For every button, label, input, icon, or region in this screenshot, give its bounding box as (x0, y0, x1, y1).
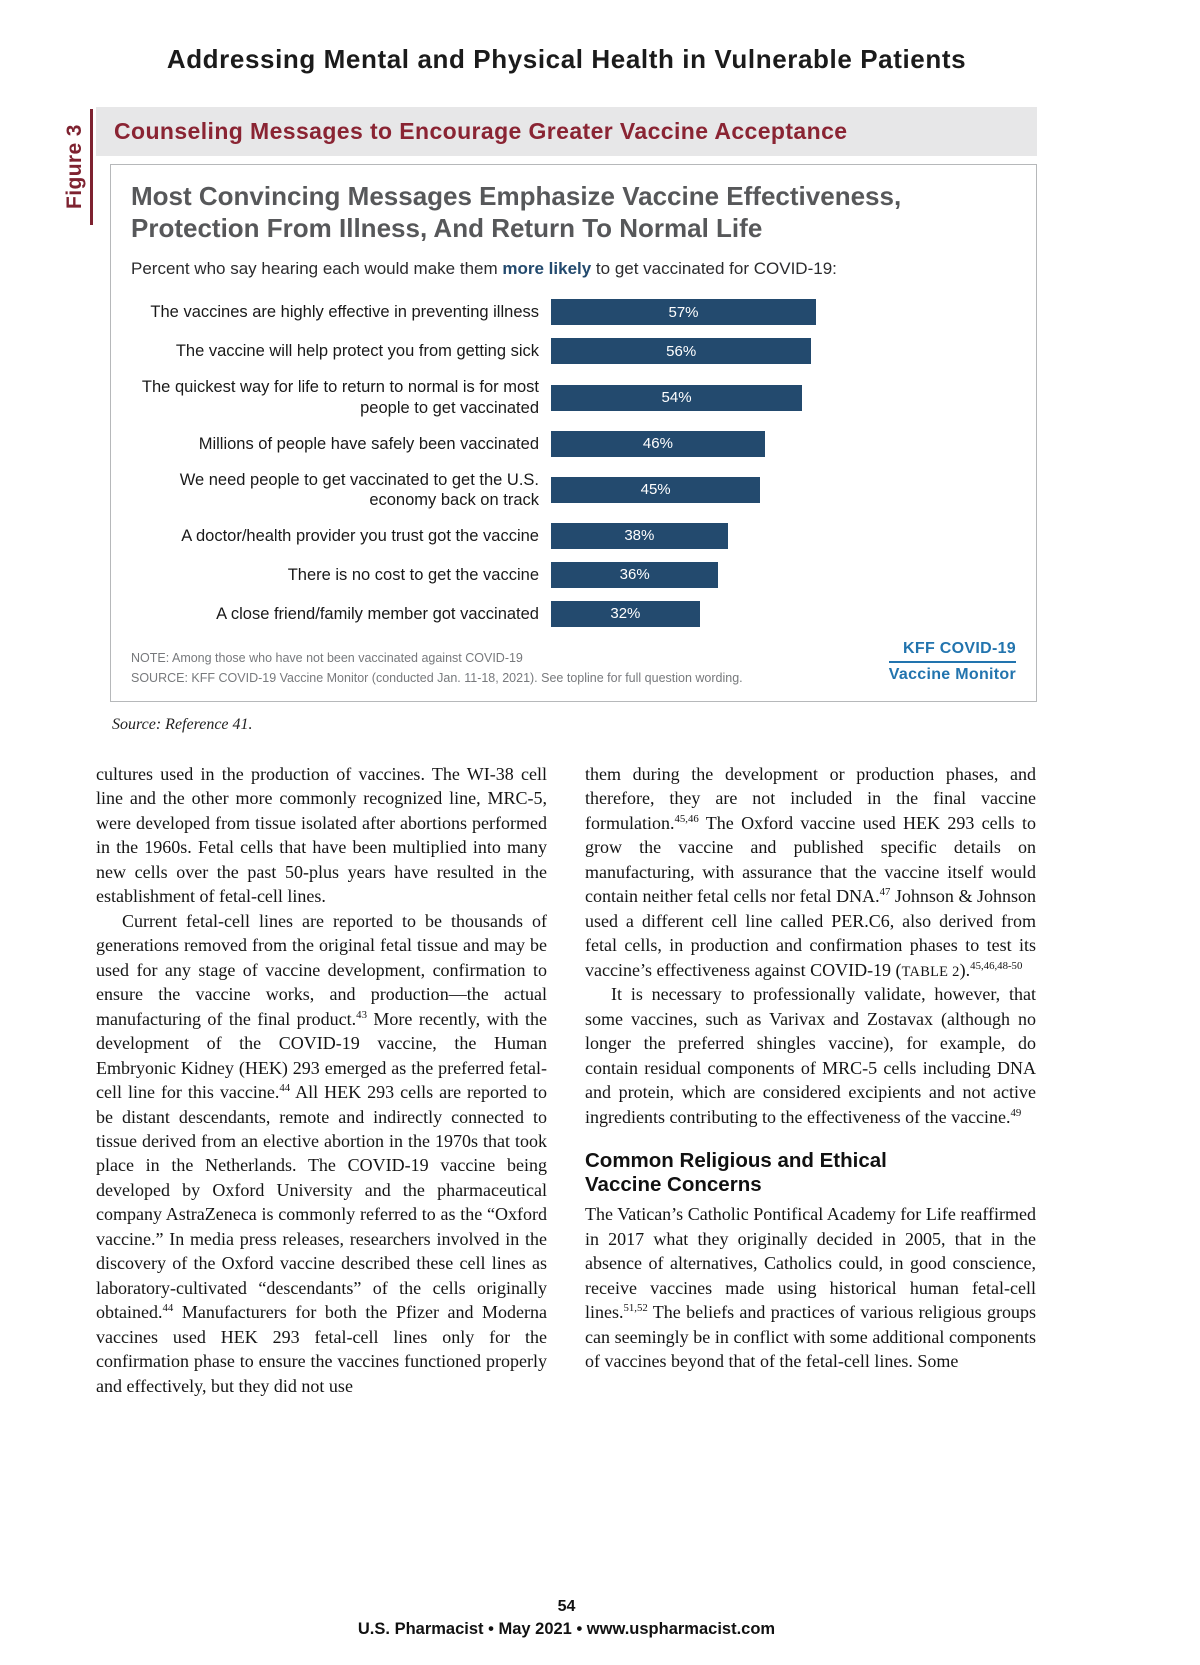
chart-title-line: Protection From Illness, And Return To N… (131, 212, 763, 243)
bar-category-label: Millions of people have safely been vacc… (198, 434, 539, 453)
bar-value-label: 38% (624, 527, 655, 545)
bar-category-label: We need people to get vaccinated to get … (179, 470, 539, 509)
figure-side-column: Figure 3 (59, 107, 96, 734)
reference-superscript: 51,52 (623, 1302, 648, 1315)
figure-3: Figure 3 Counseling Messages to Encourag… (59, 107, 1037, 734)
chart-subtitle-emphasis: more likely (502, 259, 592, 279)
bar-value-label: 46% (642, 435, 673, 453)
chart-subtitle: Percent who say hearing each would make … (131, 259, 1016, 279)
chart-title: Most Convincing Messages Emphasize Vacci… (131, 181, 1016, 244)
figure-banner-title: Counseling Messages to Encourage Greater… (96, 107, 1037, 156)
reference-superscript: 45,46 (674, 812, 699, 825)
paragraph: cultures used in the production of vacci… (96, 763, 547, 907)
small-caps-text: TABLE 2 (901, 963, 960, 980)
bar-category-label: A doctor/health provider you trust got t… (181, 526, 539, 545)
reference-superscript: 43 (356, 1008, 367, 1021)
reference-superscript: 44 (162, 1302, 174, 1315)
kff-logo-line1: KFF COVID-19 (903, 639, 1016, 657)
bar: 32% (551, 600, 700, 627)
chart-source: SOURCE: KFF COVID-19 Vaccine Monitor (co… (131, 670, 743, 685)
bar: 36% (551, 561, 719, 588)
bar-category-label: The vaccines are highly effective in pre… (150, 303, 539, 322)
bar-track: 54% (551, 384, 1016, 411)
bar-track: 36% (551, 561, 1016, 588)
kff-logo-line2: Vaccine Monitor (888, 660, 1016, 684)
reference-superscript: 45,46,48-50 (970, 959, 1023, 972)
bar-track: 46% (551, 430, 1016, 457)
chart-row: Millions of people have safely been vacc… (131, 430, 1016, 457)
bar-track: 56% (551, 338, 1016, 365)
bar-value-label: 36% (619, 566, 650, 584)
paragraph: The Vatican’s Catholic Pontifical Academ… (585, 1204, 1036, 1372)
chart-row: There is no cost to get the vaccine 36% (131, 561, 1016, 588)
chart-subtitle-prefix: Percent who say hearing each would make … (131, 259, 503, 279)
reference-superscript: 47 (879, 886, 891, 899)
paragraph: them during the development or productio… (585, 763, 1036, 980)
reference-superscript: 49 (1010, 1106, 1022, 1119)
page-number: 54 (557, 1598, 576, 1615)
page-title: Addressing Mental and Physical Health in… (166, 44, 967, 74)
bar-value-label: 32% (610, 605, 641, 623)
page-footer: 54 U.S. Pharmacist • May 2021 • www.usph… (96, 1598, 1037, 1639)
chart-row: The quickest way for life to return to n… (131, 377, 1016, 417)
chart-row: The vaccines are highly effective in pre… (131, 299, 1016, 326)
bar-value-label: 45% (640, 481, 671, 499)
bar-value-label: 57% (668, 303, 699, 321)
chart-title-line: Most Convincing Messages Emphasize Vacci… (131, 181, 902, 211)
chart-note: NOTE: Among those who have not been vacc… (131, 651, 523, 666)
bar-chart: Most Convincing Messages Emphasize Vacci… (110, 164, 1037, 702)
bar: 54% (551, 384, 803, 411)
reference-superscript: 44 (279, 1082, 291, 1095)
chart-footer: NOTE: Among those who have not been vacc… (131, 640, 1016, 688)
bar-value-label: 54% (661, 389, 692, 407)
bar-category-label: A close friend/family member got vaccina… (216, 604, 539, 623)
figure-main: Counseling Messages to Encourage Greater… (96, 107, 1037, 734)
chart-row: A close friend/family member got vaccina… (131, 600, 1016, 627)
figure-label: Figure 3 (63, 124, 86, 210)
figure-caption: Source: Reference 41. (112, 715, 253, 733)
bar-track: 32% (551, 600, 1016, 627)
chart-subtitle-suffix: to get vaccinated for COVID-19: (591, 259, 837, 279)
article-body: cultures used in the production of vacci… (96, 762, 1037, 1398)
left-column: cultures used in the production of vacci… (96, 762, 547, 1398)
bar: 57% (551, 299, 817, 326)
bar: 38% (551, 522, 728, 549)
bar: 45% (551, 476, 761, 503)
bar-track: 45% (551, 476, 1016, 503)
bar: 46% (551, 430, 765, 457)
bar-track: 57% (551, 299, 1016, 326)
bar-track: 38% (551, 522, 1016, 549)
bar-category-label: The quickest way for life to return to n… (141, 378, 539, 417)
kff-vaccine-monitor-logo: KFF COVID-19 Vaccine Monitor (888, 639, 1016, 688)
right-column: them during the development or productio… (585, 762, 1036, 1398)
paragraph: It is necessary to professionally valida… (585, 984, 1036, 1127)
chart-row: The vaccine will help protect you from g… (131, 338, 1016, 365)
bar-category-label: The vaccine will help protect you from g… (175, 342, 539, 361)
chart-rows: The vaccines are highly effective in pre… (131, 299, 1016, 627)
paragraph: Current fetal-cell lines are reported to… (96, 910, 547, 1396)
chart-notes: NOTE: Among those who have not been vacc… (131, 649, 743, 688)
chart-row: A doctor/health provider you trust got t… (131, 522, 1016, 549)
journal-line: U.S. Pharmacist • May 2021 • www.uspharm… (357, 1620, 776, 1638)
section-heading: Common Religious and Ethical Vaccine Conc… (585, 1149, 887, 1197)
figure-vertical-rule (90, 109, 93, 225)
bar-value-label: 56% (666, 342, 697, 360)
bar-category-label: There is no cost to get the vaccine (287, 565, 539, 584)
chart-row: We need people to get vaccinated to get … (131, 470, 1016, 510)
bar: 56% (551, 338, 812, 365)
